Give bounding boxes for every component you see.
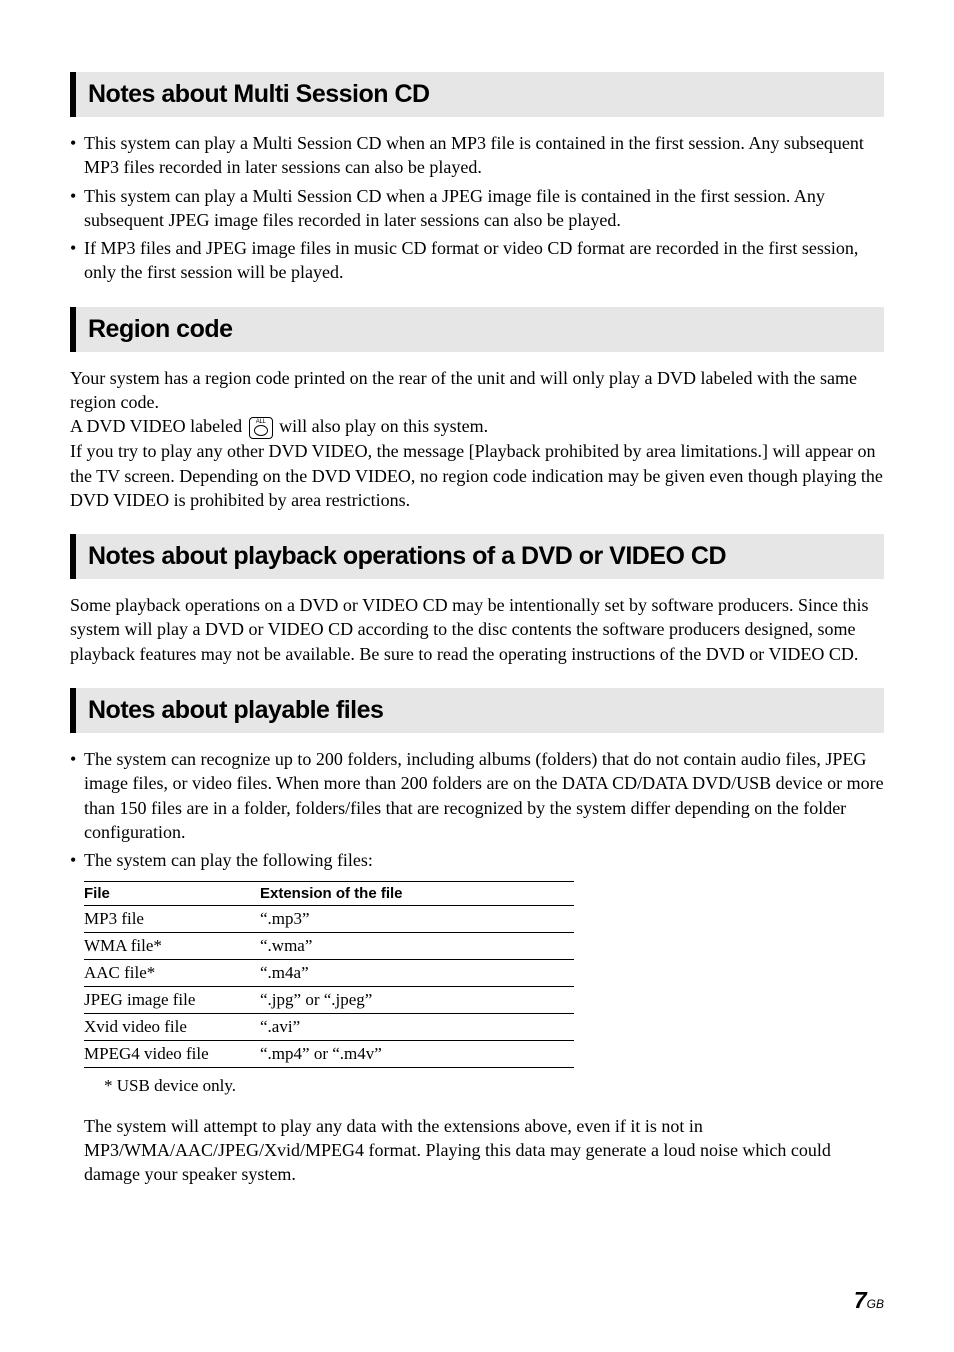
list-item: The system can recognize up to 200 folde…	[70, 747, 884, 844]
table-row: JPEG image file “.jpg” or “.jpeg”	[84, 986, 574, 1013]
list-item: This system can play a Multi Session CD …	[70, 184, 884, 233]
table-cell: “.m4a”	[260, 959, 574, 986]
table-row: Xvid video file “.avi”	[84, 1013, 574, 1040]
paragraph: If you try to play any other DVD VIDEO, …	[70, 439, 884, 512]
table-row: AAC file* “.m4a”	[84, 959, 574, 986]
table-cell: “.mp4” or “.m4v”	[260, 1040, 574, 1067]
table-header-cell: File	[84, 881, 260, 905]
table-cell: AAC file*	[84, 959, 260, 986]
table-header-cell: Extension of the file	[260, 881, 574, 905]
region-code-body: Your system has a region code printed on…	[70, 366, 884, 512]
table-cell: “.wma”	[260, 932, 574, 959]
list-item: This system can play a Multi Session CD …	[70, 131, 884, 180]
file-extension-table: File Extension of the file MP3 file “.mp…	[84, 881, 574, 1068]
heading-multisession: Notes about Multi Session CD	[70, 72, 884, 117]
page-number: 7GB	[854, 1287, 884, 1314]
list-item: The system can play the following files:	[70, 848, 884, 872]
region-all-icon	[249, 417, 273, 439]
list-item: If MP3 files and JPEG image files in mus…	[70, 236, 884, 285]
multisession-list: This system can play a Multi Session CD …	[70, 131, 884, 285]
heading-region-code: Region code	[70, 307, 884, 352]
table-cell: “.avi”	[260, 1013, 574, 1040]
text-before-icon: A DVD VIDEO labeled	[70, 416, 247, 436]
paragraph: A DVD VIDEO labeled will also play on th…	[70, 414, 884, 439]
heading-playable-files: Notes about playable files	[70, 688, 884, 733]
table-cell: Xvid video file	[84, 1013, 260, 1040]
bullet-text: The system can play the following files:	[84, 850, 373, 870]
table-cell: MPEG4 video file	[84, 1040, 260, 1067]
table-cell: “.jpg” or “.jpeg”	[260, 986, 574, 1013]
page-content: Notes about Multi Session CD This system…	[0, 0, 954, 1186]
table-header-row: File Extension of the file	[84, 881, 574, 905]
playable-files-list: The system can recognize up to 200 folde…	[70, 747, 884, 872]
paragraph: Some playback operations on a DVD or VID…	[70, 593, 884, 666]
text-after-icon: will also play on this system.	[275, 416, 489, 436]
table-row: MP3 file “.mp3”	[84, 905, 574, 932]
table-row: WMA file* “.wma”	[84, 932, 574, 959]
table-cell: JPEG image file	[84, 986, 260, 1013]
playback-ops-body: Some playback operations on a DVD or VID…	[70, 593, 884, 666]
table-cell: “.mp3”	[260, 905, 574, 932]
table-cell: MP3 file	[84, 905, 260, 932]
heading-playback-ops: Notes about playback operations of a DVD…	[70, 534, 884, 579]
table-row: MPEG4 video file “.mp4” or “.m4v”	[84, 1040, 574, 1067]
table-footnote: * USB device only.	[104, 1076, 884, 1096]
page-number-digit: 7	[854, 1287, 867, 1313]
paragraph: Your system has a region code printed on…	[70, 366, 884, 415]
page-number-suffix: GB	[867, 1297, 884, 1311]
after-table-paragraph: The system will attempt to play any data…	[84, 1114, 884, 1187]
table-cell: WMA file*	[84, 932, 260, 959]
